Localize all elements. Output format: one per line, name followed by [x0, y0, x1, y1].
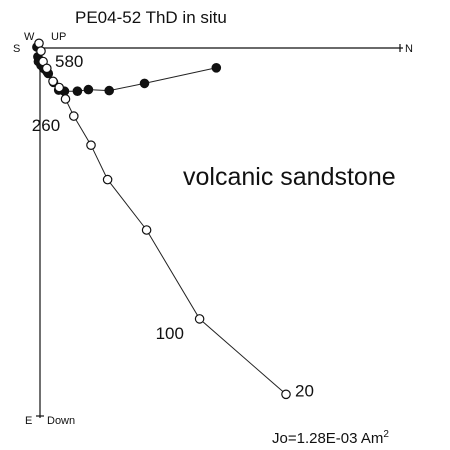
- axis-label-south: S: [13, 43, 20, 55]
- data-point-filled-14: [211, 63, 222, 73]
- data-point-filled-11: [83, 84, 94, 95]
- axis-label-east: E: [25, 415, 32, 427]
- data-point-filled-10: [72, 86, 83, 96]
- data-point-filled-12: [104, 85, 114, 96]
- axis-label-up: UP: [51, 31, 66, 43]
- step-label-260: 260: [32, 116, 60, 135]
- data-point-open-4: [48, 76, 58, 87]
- data-point-filled-13: [139, 78, 150, 89]
- data-point-open-11: [194, 314, 205, 324]
- data-point-open-12: [281, 389, 291, 400]
- data-point-open-7: [69, 111, 79, 121]
- axis-label-down: Down: [47, 415, 75, 427]
- intensity-label: Jo=1.28E-03 Am2: [272, 429, 389, 447]
- data-point-open-5: [54, 82, 64, 93]
- chart-title: PE04-52 ThD in situ: [75, 8, 227, 27]
- step-label-layer: 580 260 100 20: [32, 52, 314, 400]
- data-point-open-8: [86, 140, 96, 150]
- step-label-580: 580: [55, 52, 83, 71]
- series-layer: [32, 38, 291, 400]
- data-point-open-1: [36, 46, 46, 56]
- data-point-open-6: [60, 94, 71, 104]
- rock-type-annotation: volcanic sandstone: [183, 163, 396, 191]
- axis-label-north: N: [405, 43, 413, 55]
- step-label-20: 20: [295, 381, 314, 400]
- data-point-open-0: [34, 38, 44, 49]
- step-label-100: 100: [156, 324, 184, 343]
- data-point-open-9: [102, 174, 113, 185]
- data-point-open-10: [141, 225, 152, 235]
- axis-label-west: W: [24, 31, 35, 43]
- data-point-open-3: [41, 63, 52, 74]
